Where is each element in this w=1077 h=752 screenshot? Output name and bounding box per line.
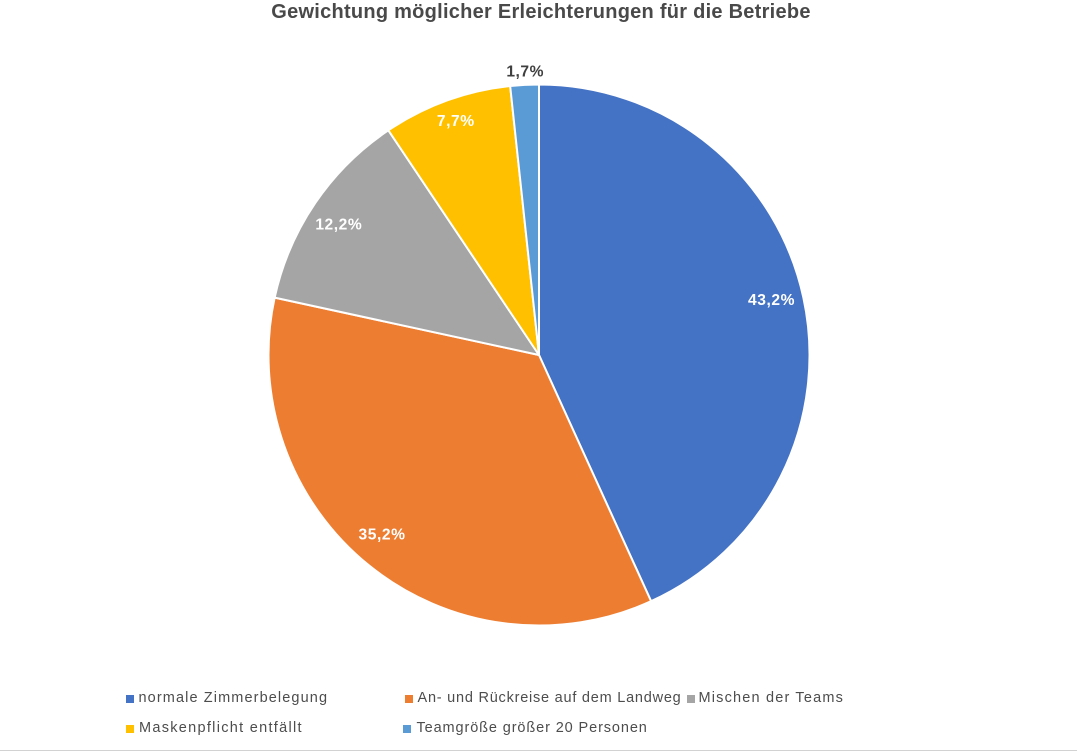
svg-text:35,2%: 35,2% [359,527,406,544]
svg-text:1,7%: 1,7% [506,64,544,81]
svg-text:43,2%: 43,2% [748,292,795,309]
svg-text:7,7%: 7,7% [437,113,475,130]
svg-text:12,2%: 12,2% [315,217,362,234]
